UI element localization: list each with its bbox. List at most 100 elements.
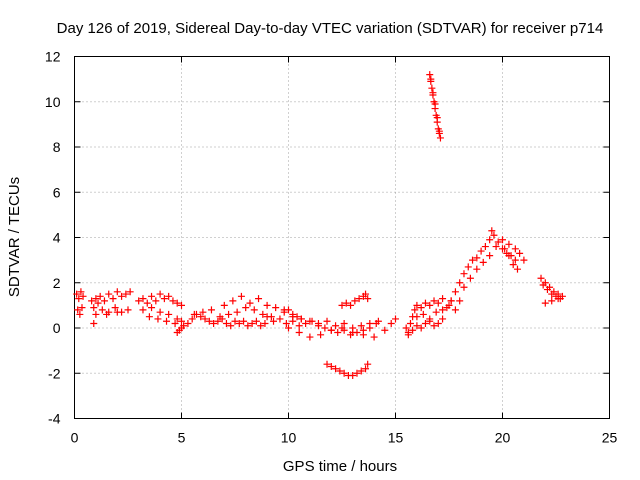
data-point <box>122 290 130 298</box>
data-points <box>73 71 566 380</box>
data-point <box>456 279 464 287</box>
data-point <box>349 329 357 337</box>
data-point <box>272 304 280 312</box>
y-tick-label: 12 <box>45 49 61 65</box>
data-point <box>90 304 98 312</box>
data-point <box>113 308 121 316</box>
y-tick-label: 8 <box>53 139 61 155</box>
data-point <box>499 236 506 244</box>
data-point <box>295 322 303 330</box>
data-point <box>357 367 365 375</box>
data-point <box>417 324 425 332</box>
data-point <box>428 84 436 92</box>
data-point <box>94 299 102 307</box>
data-point <box>199 308 207 316</box>
data-point <box>145 313 153 321</box>
data-point <box>98 306 106 314</box>
data-point <box>359 331 367 339</box>
data-point <box>124 306 132 314</box>
x-tick-label: 0 <box>71 430 79 446</box>
data-point <box>413 301 421 309</box>
data-point <box>451 288 459 296</box>
data-point <box>242 304 250 312</box>
data-point <box>220 301 228 309</box>
data-point <box>214 317 222 325</box>
data-point <box>336 367 344 375</box>
data-point <box>252 317 260 325</box>
data-point <box>481 243 489 251</box>
data-point <box>244 322 252 330</box>
data-point <box>466 274 474 282</box>
data-point <box>225 310 233 318</box>
data-point <box>370 333 378 341</box>
data-point <box>548 290 556 298</box>
data-point <box>372 319 380 327</box>
data-point <box>263 301 271 309</box>
data-point <box>409 326 417 334</box>
data-point <box>317 331 325 339</box>
data-point <box>342 299 350 307</box>
data-point <box>92 295 100 303</box>
chart-title: Day 126 of 2019, Sidereal Day-to-day VTE… <box>57 20 604 37</box>
data-point <box>445 301 453 309</box>
data-point <box>355 295 363 303</box>
data-point <box>173 299 181 307</box>
data-point <box>334 329 342 337</box>
data-point <box>306 333 314 341</box>
data-point <box>160 295 168 303</box>
data-point <box>381 326 389 334</box>
x-tick-label: 10 <box>281 430 297 446</box>
data-point <box>148 304 156 312</box>
data-point <box>139 295 147 303</box>
data-point <box>460 283 468 291</box>
data-point <box>349 372 357 380</box>
data-point <box>100 297 108 305</box>
data-point <box>154 315 162 323</box>
data-point <box>456 297 464 305</box>
data-point <box>439 295 447 303</box>
data-point <box>357 322 365 330</box>
data-point <box>163 317 171 325</box>
data-point <box>321 324 329 332</box>
data-point <box>426 71 434 79</box>
data-point <box>276 315 284 323</box>
data-point <box>88 297 96 305</box>
data-point <box>505 240 513 248</box>
data-point <box>421 299 429 307</box>
data-point <box>511 256 519 264</box>
data-point <box>109 295 117 303</box>
data-point <box>332 365 340 373</box>
data-point <box>74 306 82 314</box>
x-tick-label: 25 <box>602 430 618 446</box>
data-point <box>280 308 288 316</box>
data-point <box>297 315 305 323</box>
data-point <box>404 329 412 337</box>
y-tick-label: 0 <box>53 320 61 336</box>
data-point <box>285 306 292 314</box>
data-point <box>338 301 346 309</box>
data-point <box>188 315 196 323</box>
data-point <box>222 319 230 327</box>
y-tick-label: 6 <box>53 184 61 200</box>
data-point <box>237 292 245 300</box>
data-point <box>79 292 87 300</box>
data-point <box>118 292 126 300</box>
data-point <box>250 306 258 314</box>
data-point <box>178 301 185 309</box>
data-point <box>263 313 271 321</box>
data-point <box>439 306 447 314</box>
data-point <box>90 319 98 327</box>
data-point <box>543 286 551 294</box>
data-point <box>257 322 265 330</box>
data-point <box>73 290 81 298</box>
data-point <box>432 308 440 316</box>
data-point <box>227 322 235 330</box>
data-point <box>111 304 119 312</box>
data-point <box>332 322 340 330</box>
y-tick-label: 2 <box>53 275 61 291</box>
data-point <box>434 319 442 327</box>
data-point <box>340 319 348 327</box>
data-point <box>554 295 562 303</box>
data-point <box>255 295 263 303</box>
data-point <box>429 89 437 97</box>
